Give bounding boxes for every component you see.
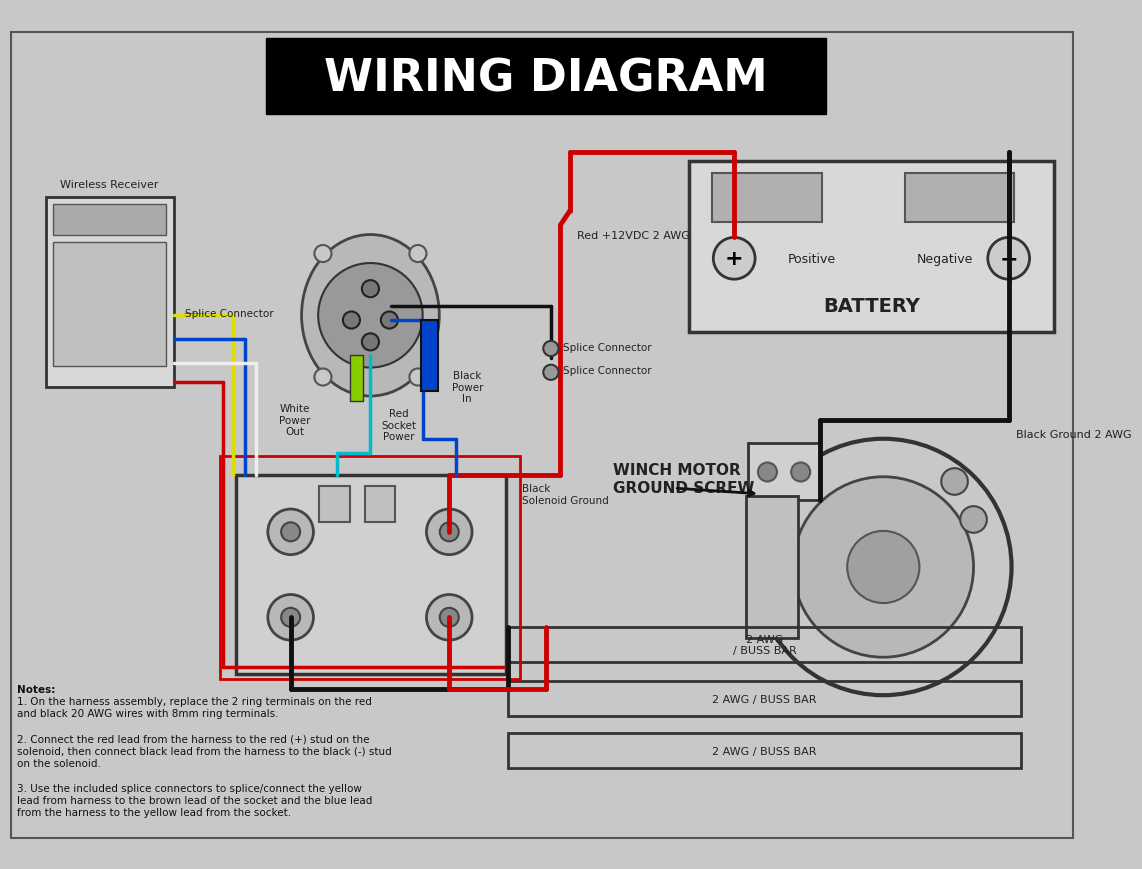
Text: +: +	[725, 249, 743, 269]
Circle shape	[426, 509, 472, 555]
Ellipse shape	[301, 235, 440, 396]
Circle shape	[362, 334, 379, 351]
Text: and black 20 AWG wires with 8mm ring terminals.: and black 20 AWG wires with 8mm ring ter…	[17, 709, 279, 719]
Circle shape	[847, 531, 919, 603]
Bar	[713, 174, 821, 223]
Bar	[235, 475, 506, 674]
Circle shape	[281, 608, 300, 627]
Circle shape	[960, 507, 987, 534]
Circle shape	[409, 246, 426, 262]
Text: Black
Power
In: Black Power In	[451, 370, 483, 403]
Bar	[508, 681, 1021, 716]
Bar	[266, 39, 827, 115]
Bar	[508, 627, 1021, 662]
Circle shape	[791, 463, 810, 482]
Circle shape	[544, 342, 558, 356]
Bar	[319, 487, 349, 523]
Circle shape	[988, 238, 1030, 280]
Circle shape	[381, 312, 397, 329]
Text: solenoid, then connect black lead from the harness to the black (-) stud: solenoid, then connect black lead from t…	[17, 746, 392, 756]
Text: WINCH MOTOR
GROUND SCREW: WINCH MOTOR GROUND SCREW	[612, 463, 754, 495]
Bar	[54, 242, 167, 366]
Bar	[220, 456, 520, 680]
Bar	[906, 174, 1014, 223]
Text: Wireless Receiver: Wireless Receiver	[61, 180, 159, 189]
Bar	[746, 496, 798, 639]
Circle shape	[343, 312, 360, 329]
Bar	[349, 355, 363, 401]
Text: from the harness to the yellow lead from the socket.: from the harness to the yellow lead from…	[17, 807, 291, 818]
Circle shape	[281, 523, 300, 541]
Text: Splice Connector: Splice Connector	[185, 309, 274, 319]
Circle shape	[268, 509, 313, 555]
Bar	[54, 205, 167, 235]
Circle shape	[314, 246, 331, 262]
Bar	[46, 197, 174, 387]
Bar	[689, 163, 1054, 333]
Circle shape	[319, 263, 423, 368]
Text: 1. On the harness assembly, replace the 2 ring terminals on the red: 1. On the harness assembly, replace the …	[17, 696, 372, 706]
Text: Positive: Positive	[788, 253, 836, 266]
Circle shape	[544, 365, 558, 381]
Circle shape	[314, 369, 331, 386]
Text: Red +12VDC 2 AWG: Red +12VDC 2 AWG	[577, 230, 690, 240]
Text: White
Power
Out: White Power Out	[279, 404, 311, 437]
Circle shape	[755, 439, 1012, 695]
Text: 3. Use the included splice connectors to splice/connect the yellow: 3. Use the included splice connectors to…	[17, 783, 362, 793]
Text: −: −	[999, 249, 1018, 269]
Circle shape	[758, 463, 777, 482]
Text: Notes:: Notes:	[17, 684, 56, 694]
Circle shape	[941, 468, 967, 495]
Bar	[508, 733, 1021, 768]
Text: 2 AWG
/ BUSS BAR: 2 AWG / BUSS BAR	[733, 634, 796, 655]
Circle shape	[268, 595, 313, 640]
Text: 2 AWG / BUSS BAR: 2 AWG / BUSS BAR	[713, 746, 817, 756]
Text: Splice Connector: Splice Connector	[563, 366, 652, 376]
Text: 2. Connect the red lead from the harness to the red (+) stud on the: 2. Connect the red lead from the harness…	[17, 733, 370, 743]
Text: on the solenoid.: on the solenoid.	[17, 758, 100, 768]
Circle shape	[714, 238, 755, 280]
Text: Red
Socket
Power: Red Socket Power	[381, 408, 417, 441]
Text: Splice Connector: Splice Connector	[563, 342, 652, 352]
Text: lead from harness to the brown lead of the socket and the blue lead: lead from harness to the brown lead of t…	[17, 795, 372, 805]
Bar	[748, 444, 820, 501]
Circle shape	[793, 477, 973, 658]
Text: WIRING DIAGRAM: WIRING DIAGRAM	[324, 57, 767, 100]
Circle shape	[362, 281, 379, 298]
Text: Negative: Negative	[917, 253, 973, 266]
Circle shape	[426, 595, 472, 640]
Text: Black
Solenoid Ground: Black Solenoid Ground	[522, 483, 609, 505]
Circle shape	[440, 608, 459, 627]
Bar	[364, 487, 395, 523]
Bar	[420, 321, 437, 392]
Text: BATTERY: BATTERY	[823, 297, 919, 316]
Circle shape	[409, 369, 426, 386]
Circle shape	[440, 523, 459, 541]
Text: 2 AWG / BUSS BAR: 2 AWG / BUSS BAR	[713, 693, 817, 704]
Text: Black Ground 2 AWG: Black Ground 2 AWG	[1016, 429, 1132, 440]
